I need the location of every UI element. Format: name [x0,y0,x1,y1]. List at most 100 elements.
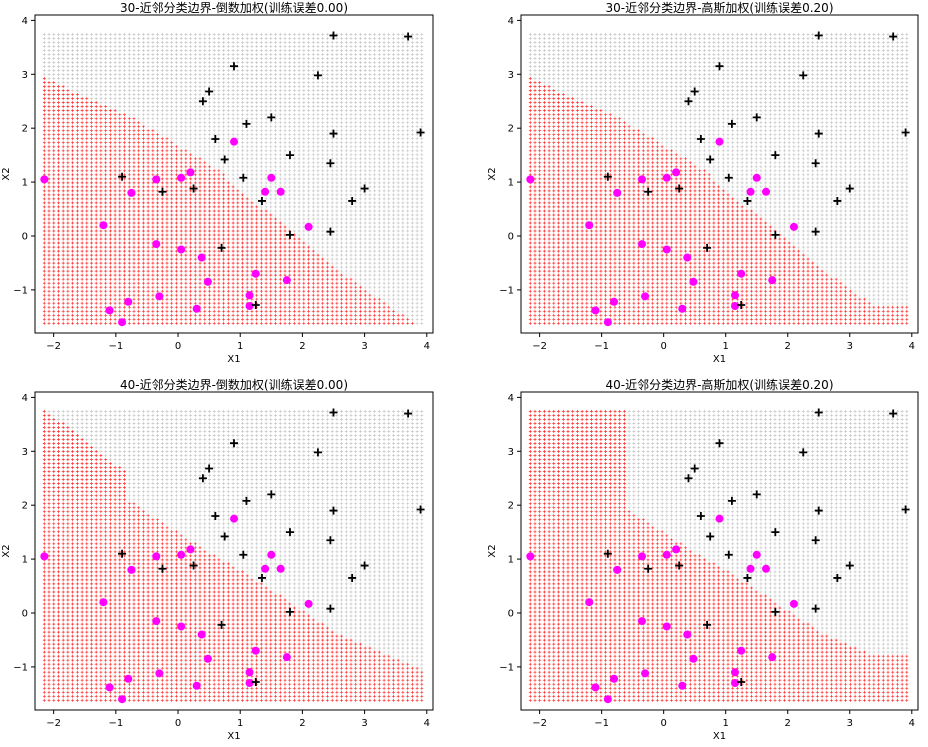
class-0-point [203,654,212,663]
class-0-point [613,188,622,197]
y-tick-label: 4 [508,16,514,27]
class-0-point [152,552,161,561]
class-0-point [261,187,270,196]
class-1-point [326,604,335,613]
class-1-point [239,173,248,182]
class-1-point [348,573,357,582]
y-axis-label: X2 [487,544,498,557]
training-points [40,31,425,327]
class-1-point [690,87,699,96]
class-0-point [192,681,201,690]
class-0-point [678,681,687,690]
x-axis-label: X1 [713,731,726,742]
class-0-point [40,175,49,184]
class-1-point [771,230,780,239]
class-0-point [304,222,313,231]
class-1-point [833,573,842,582]
class-0-point [197,630,206,639]
class-1-point [242,496,251,505]
class-0-point [662,173,671,182]
y-axis-label: X2 [1,544,12,557]
class-1-point [189,184,198,193]
class-1-point [326,159,335,168]
class-0-point [203,277,212,286]
class-1-point [205,464,214,473]
class-0-point [672,168,681,177]
class-1-point [715,62,724,71]
class-1-point [360,561,369,570]
class-0-point [304,599,313,608]
class-1-point [189,561,198,570]
class-1-point [251,677,260,686]
class-1-point [285,230,294,239]
y-tick-label: 1 [22,178,28,189]
class-1-point [220,155,229,164]
class-0-point [731,302,740,311]
training-points [526,408,910,704]
class-0-point [585,221,594,230]
class-1-point [724,173,733,182]
class-0-point [715,137,724,146]
x-axis-label: X1 [713,354,726,365]
class-1-point [901,128,910,137]
class-1-point [313,448,322,457]
class-0-point [637,552,646,561]
y-tick-label: 0 [508,608,514,619]
class-1-point [696,134,705,143]
class-1-point [814,408,823,417]
class-1-point [217,620,226,629]
class-1-point [416,505,425,514]
class-1-point [703,243,712,252]
class-0-point [124,297,133,306]
class-1-point [329,506,338,515]
x-tick-label: 2 [299,341,305,352]
x-tick-label: 1 [723,341,729,352]
class-1-point [329,31,338,40]
decision-region [528,32,909,325]
class-1-point [684,97,693,106]
x-tick-label: 1 [723,718,729,729]
class-1-point [603,549,612,558]
class-0-point [662,622,671,631]
class-0-point [662,550,671,559]
class-1-point [737,300,746,309]
class-1-point [845,184,854,193]
class-0-point [689,654,698,663]
class-1-point [239,550,248,559]
class-1-point [833,196,842,205]
class-1-point [257,573,266,582]
class-0-point [637,175,646,184]
class-0-point [177,550,186,559]
class-0-point [752,173,761,182]
region-class-0 [42,409,424,702]
class-0-point [613,565,622,574]
x-tick-label: 0 [175,718,181,729]
class-0-point [591,306,600,315]
subplot-title: 40-近邻分类边界-倒数加权(训练误差0.00) [120,377,348,392]
decision-region [42,409,424,702]
class-0-point [177,245,186,254]
class-1-point [158,564,167,573]
class-0-point [789,599,798,608]
class-1-point [285,151,294,160]
class-1-point [727,119,736,128]
class-0-point [526,175,535,184]
class-0-point [99,221,108,230]
x-tick-label: 1 [237,718,243,729]
subplot-40nn-gaussian: −2 −1 0 1 2 3 4 −1 0 1 2 3 4 40-近邻分类边界-高斯加权(训练误差0.20… [487,377,919,742]
x-tick-label: −2 [46,341,61,352]
y-tick-label: 1 [22,555,28,566]
y-tick-label: 0 [22,608,28,619]
class-0-point [768,653,777,662]
class-0-point [789,222,798,231]
class-0-point [276,564,285,573]
class-1-point [889,409,898,418]
subplot-title: 30-近邻分类边界-高斯加权(训练误差0.20) [605,0,833,15]
class-1-point [118,549,127,558]
class-1-point [267,490,276,499]
class-0-point [152,240,161,249]
class-1-point [230,439,238,448]
y-tick-label: 0 [508,231,514,242]
region-class-1 [42,32,424,325]
region-class-0 [528,409,909,702]
